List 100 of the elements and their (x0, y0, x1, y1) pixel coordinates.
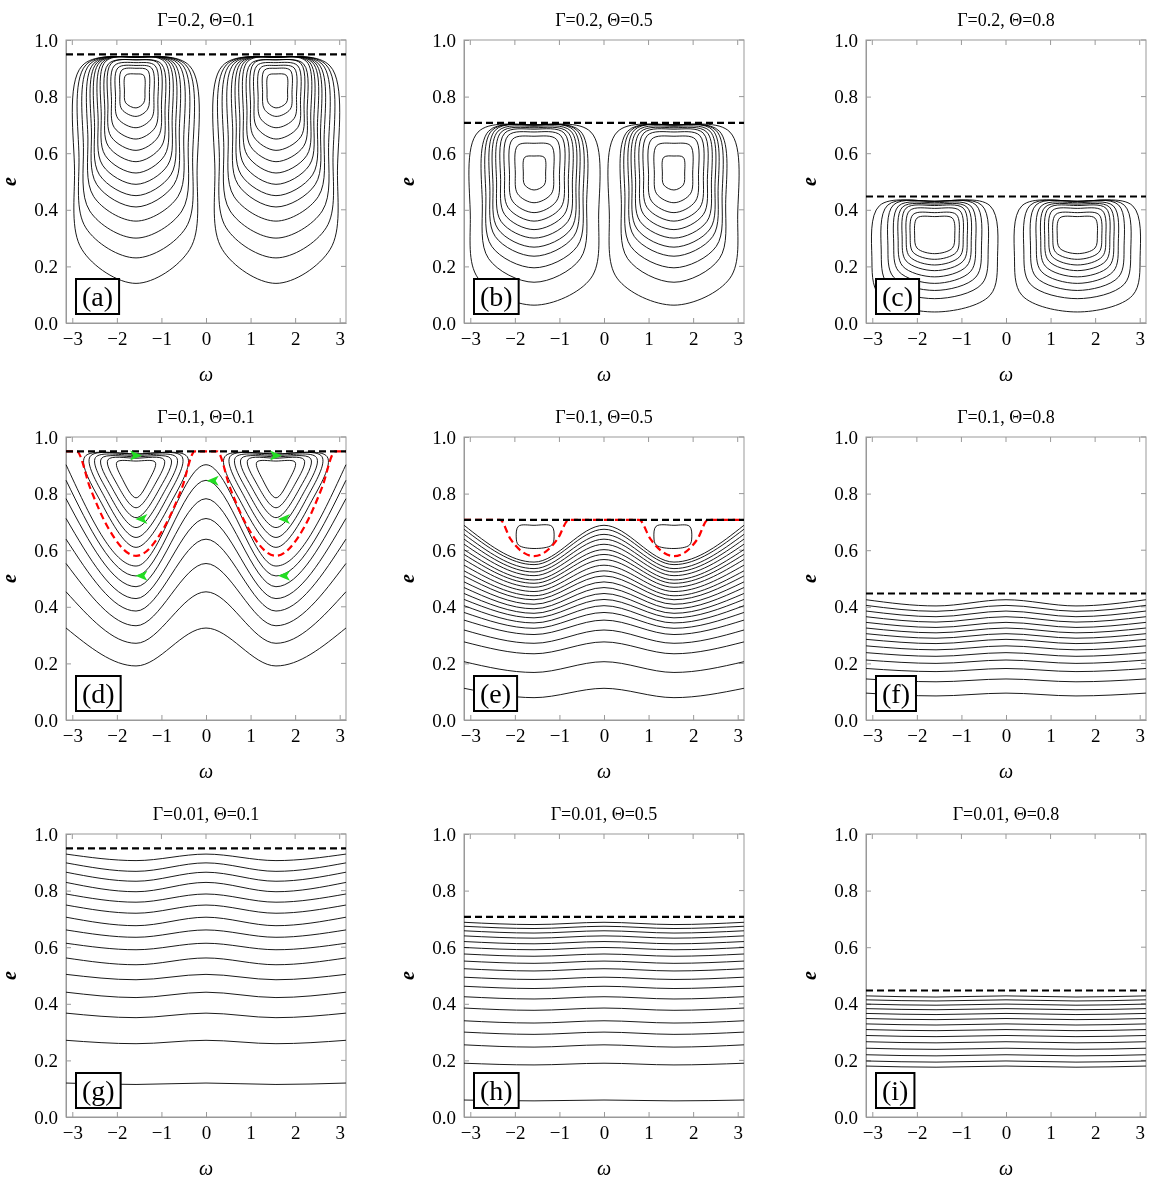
x-tick-label: 2 (1090, 328, 1101, 350)
y-tick-label: 1.0 (34, 426, 58, 448)
annotation: (a) (82, 281, 114, 312)
y-tick-label: 0.2 (834, 652, 858, 674)
x-tick-label: 0 (1001, 725, 1012, 747)
x-tick-label: −2 (505, 1122, 526, 1144)
y-axis-title: e (0, 970, 20, 980)
x-tick-label: 1 (1046, 1122, 1056, 1144)
x-tick-label: 0 (201, 1122, 212, 1144)
x-tick-label: −1 (549, 328, 571, 350)
y-tick-label: 0.0 (432, 312, 456, 334)
y-tick-label: 0.8 (432, 86, 456, 108)
annotation: (f) (882, 678, 910, 709)
x-tick-label: 1 (246, 1122, 256, 1144)
x-tick-label: −3 (862, 725, 883, 747)
y-tick-label: 0.0 (34, 312, 58, 334)
x-tick-label: −3 (862, 1122, 883, 1144)
y-tick-label: 1.0 (834, 426, 858, 448)
y-tick-label: 0.8 (834, 880, 858, 902)
y-tick-label: 0.2 (34, 652, 58, 674)
x-tick-label: 3 (733, 725, 743, 747)
y-axis-title: e (798, 573, 820, 583)
chart-title: Γ=0.01, Θ=0.1 (152, 804, 260, 824)
x-tick-label: 2 (688, 725, 699, 747)
y-tick-label: 0.2 (34, 1049, 58, 1071)
x-tick-label: 3 (1135, 1122, 1145, 1144)
y-tick-label: 0.8 (834, 483, 858, 505)
x-tick-label: 1 (644, 1122, 654, 1144)
x-tick-label: −2 (107, 1122, 128, 1144)
y-tick-label: 0.8 (834, 86, 858, 108)
annotation: (i) (882, 1075, 909, 1106)
y-tick-label: 1.0 (432, 426, 456, 448)
x-tick-label: −2 (505, 725, 526, 747)
x-tick-label: 3 (733, 1122, 743, 1144)
x-tick-label: 0 (201, 328, 212, 350)
x-axis-title: ω (596, 760, 612, 782)
x-tick-label: 3 (335, 1122, 345, 1144)
y-tick-label: 0.0 (34, 1106, 58, 1128)
annotation: (d) (82, 678, 115, 709)
chart-title: Γ=0.1, Θ=0.5 (555, 407, 653, 427)
chart-title: Γ=0.01, Θ=0.8 (952, 804, 1060, 824)
x-tick-label: 0 (1001, 328, 1012, 350)
y-tick-label: 0.4 (34, 993, 59, 1015)
y-tick-label: 0.2 (432, 652, 456, 674)
x-tick-label: −3 (460, 725, 481, 747)
x-tick-label: 1 (1046, 328, 1056, 350)
x-tick-label: 0 (599, 328, 610, 350)
y-tick-label: 0.8 (34, 483, 58, 505)
y-tick-label: 0.6 (34, 539, 58, 561)
x-tick-label: −3 (460, 1122, 481, 1144)
y-tick-label: 0.2 (834, 1049, 858, 1071)
x-tick-label: −2 (505, 328, 526, 350)
y-tick-label: 0.2 (432, 255, 456, 277)
y-tick-label: 0.6 (834, 936, 858, 958)
y-axis-title: e (396, 573, 418, 583)
x-tick-label: −2 (907, 1122, 928, 1144)
y-tick-label: 0.4 (34, 596, 59, 618)
y-tick-label: 1.0 (432, 29, 456, 51)
y-tick-label: 0.6 (834, 142, 858, 164)
x-tick-label: −2 (107, 328, 128, 350)
annotation: (e) (480, 678, 512, 709)
y-tick-label: 0.6 (432, 539, 456, 561)
x-tick-label: −1 (151, 328, 173, 350)
y-tick-label: 1.0 (432, 823, 456, 845)
x-tick-label: −3 (62, 1122, 83, 1144)
x-tick-label: 2 (688, 328, 699, 350)
x-tick-label: 3 (733, 328, 743, 350)
annotation: (b) (480, 281, 513, 312)
chart-title: Γ=0.1, Θ=0.1 (157, 407, 255, 427)
y-axis-title: e (798, 970, 820, 980)
y-tick-label: 0.0 (834, 312, 858, 334)
y-tick-label: 0.8 (432, 483, 456, 505)
x-tick-label: −1 (549, 1122, 571, 1144)
x-axis-title: ω (998, 760, 1014, 782)
x-tick-label: 2 (1090, 1122, 1101, 1144)
x-tick-label: 1 (644, 328, 654, 350)
y-tick-label: 0.6 (34, 142, 58, 164)
y-tick-label: 0.0 (34, 709, 58, 731)
y-tick-label: 0.2 (834, 255, 858, 277)
y-tick-label: 0.4 (432, 199, 457, 221)
y-axis-title: e (396, 970, 418, 980)
y-tick-label: 0.4 (432, 596, 457, 618)
x-tick-label: 2 (290, 1122, 301, 1144)
annotation: (h) (480, 1075, 513, 1106)
x-tick-label: −2 (107, 725, 128, 747)
x-tick-label: 3 (335, 725, 345, 747)
chart-title: Γ=0.2, Θ=0.5 (555, 10, 653, 30)
y-tick-label: 0.4 (34, 199, 59, 221)
x-tick-label: 0 (599, 1122, 610, 1144)
annotation: (g) (82, 1075, 115, 1106)
y-tick-label: 0.8 (432, 880, 456, 902)
x-tick-label: 2 (290, 725, 301, 747)
y-tick-label: 0.0 (432, 709, 456, 731)
x-tick-label: −1 (151, 1122, 173, 1144)
x-tick-label: −1 (549, 725, 571, 747)
x-tick-label: −2 (907, 725, 928, 747)
y-tick-label: 0.0 (432, 1106, 456, 1128)
x-tick-label: 2 (290, 328, 301, 350)
annotation: (c) (882, 281, 914, 312)
y-axis-title: e (798, 176, 820, 186)
